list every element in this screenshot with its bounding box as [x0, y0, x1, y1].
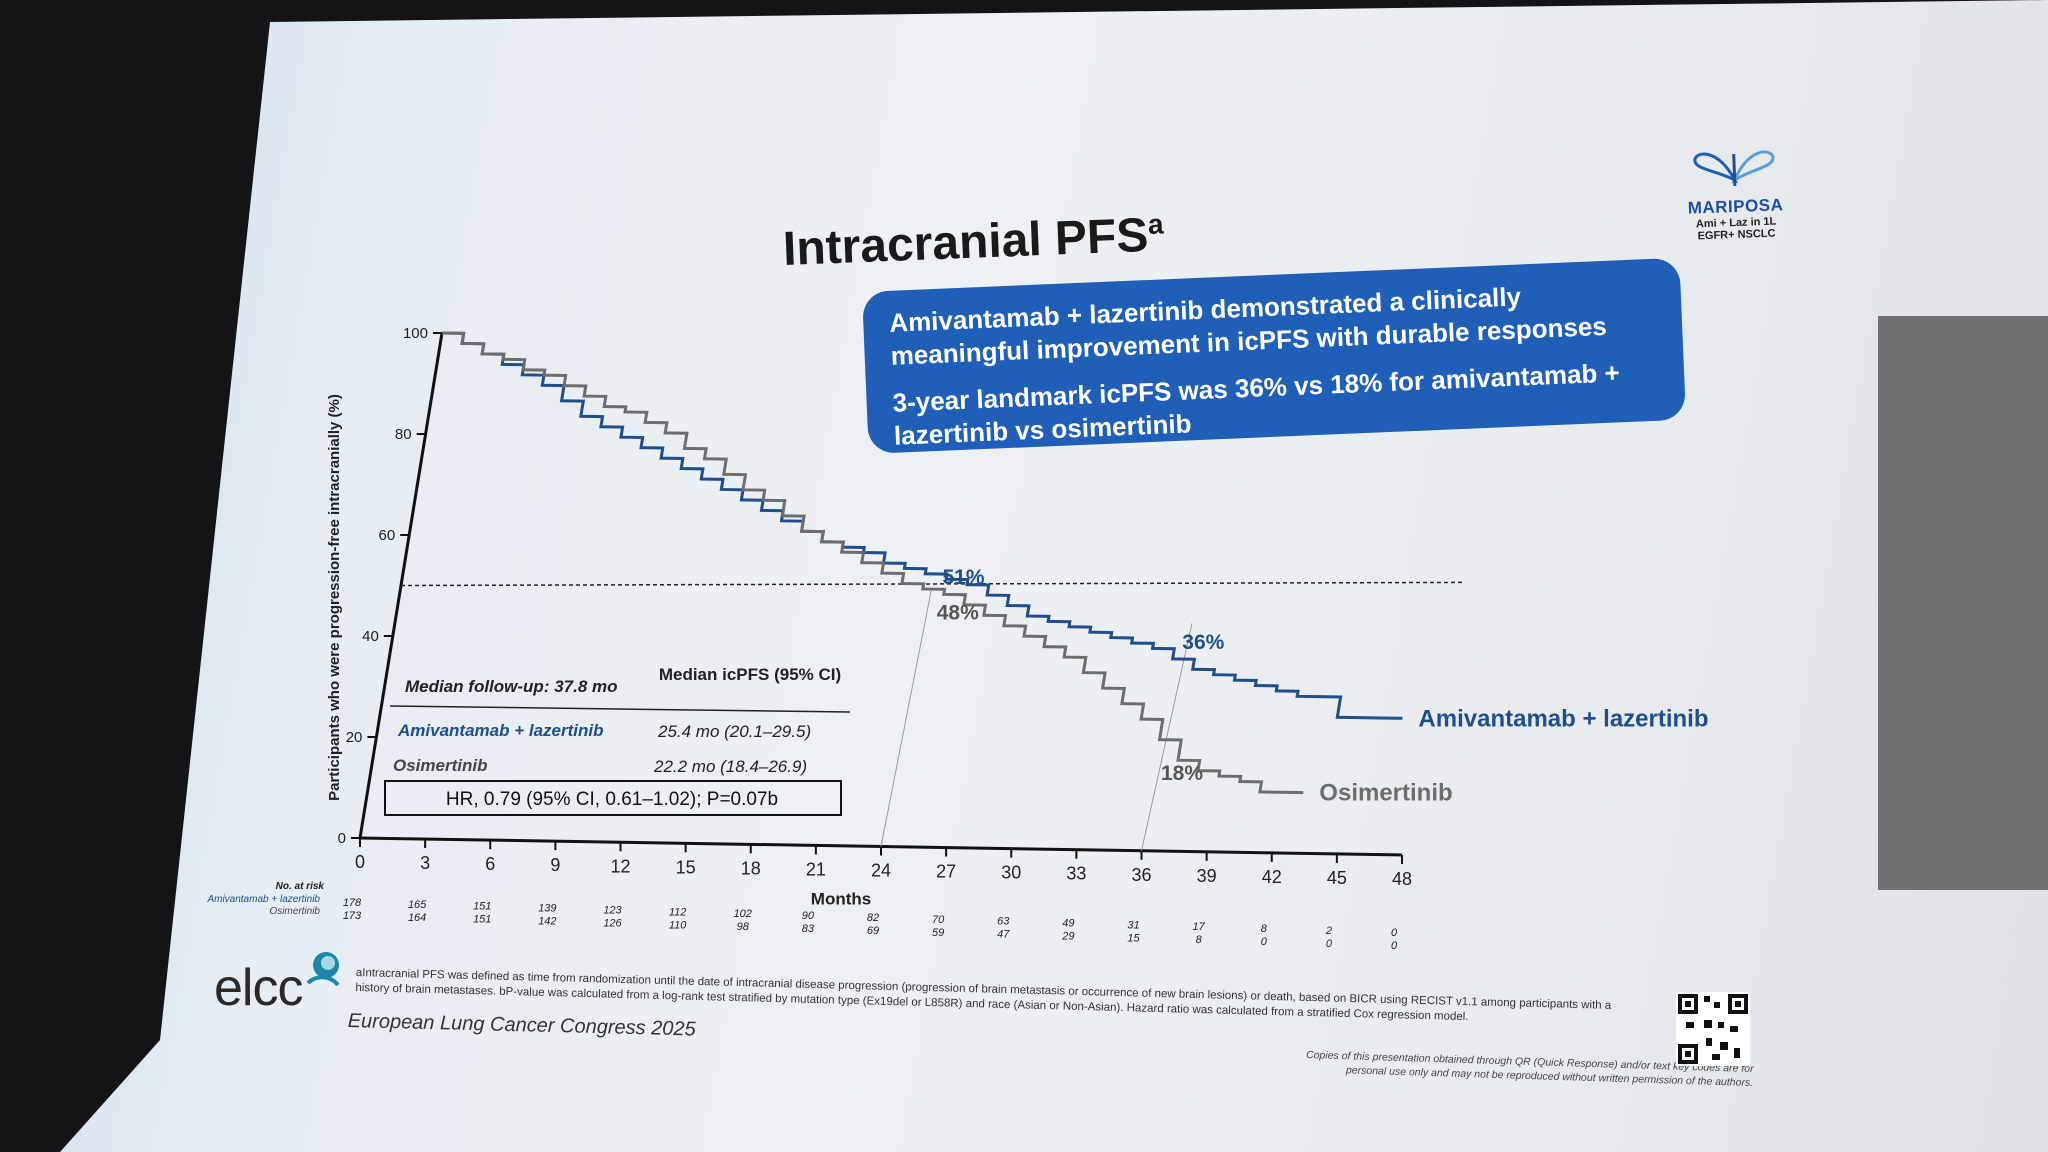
at-risk-value: 90 — [802, 910, 815, 922]
at-risk-value: 110 — [669, 919, 687, 931]
at-risk-value: 142 — [538, 916, 556, 928]
y-axis-label: Participants who were progression-free i… — [326, 394, 343, 801]
at-risk-value: 17 — [1193, 921, 1206, 933]
x-tick-label: 18 — [741, 858, 761, 878]
x-tick-label: 30 — [1001, 863, 1021, 883]
at-risk-value: 59 — [932, 927, 944, 939]
hr-box — [384, 780, 842, 816]
mariposa-logo: MARIPOSA Ami + Laz in 1L EGFR+ NSCLC — [1678, 138, 1791, 243]
hazard-ratio: HR, 0.79 (95% CI, 0.61–1.02); P=0.07b — [446, 789, 778, 810]
at-risk-value: 82 — [867, 912, 879, 924]
x-tick-label: 21 — [806, 859, 826, 879]
x-tick-label: 12 — [610, 856, 630, 876]
x-tick-label: 45 — [1327, 868, 1347, 888]
legend-divider — [389, 705, 851, 713]
qr-code[interactable] — [1676, 992, 1750, 1066]
series-label: Amivantamab + lazertinib — [1418, 705, 1708, 732]
y-tick-label: 80 — [395, 426, 412, 443]
legend-row-label: Osimertinib — [393, 756, 487, 775]
at-risk-value: 98 — [737, 921, 750, 933]
at-risk-value: 123 — [603, 904, 622, 916]
at-risk-value: 49 — [1062, 917, 1074, 929]
side-panel — [1878, 316, 2048, 890]
x-tick-label: 36 — [1131, 865, 1151, 885]
landmark-annotation: 51% — [942, 566, 984, 589]
at-risk-value: 29 — [1061, 930, 1074, 942]
x-tick-label: 3 — [420, 853, 430, 873]
y-tick-label: 100 — [403, 325, 428, 342]
series-label: Osimertinib — [1319, 780, 1452, 807]
landmark-line — [880, 588, 932, 847]
at-risk-value: 165 — [408, 899, 427, 911]
at-risk-value: 0 — [1391, 927, 1398, 939]
median-icpfs-header: Median icPFS (95% CI) — [659, 665, 841, 684]
x-tick-label: 6 — [485, 854, 495, 874]
x-tick-label: 0 — [355, 852, 365, 872]
legend-row-label: Amivantamab + lazertinib — [397, 721, 603, 740]
x-tick-label: 9 — [550, 855, 560, 875]
at-risk-value: 0 — [1326, 938, 1333, 950]
at-risk-value: 112 — [669, 906, 687, 918]
legend-row-value: 22.2 mo (18.4–26.9) — [653, 757, 807, 776]
at-risk-row-label: Osimertinib — [269, 906, 320, 917]
landmark-annotation: 18% — [1161, 762, 1203, 785]
x-tick-label: 24 — [871, 861, 891, 881]
x-tick-label: 48 — [1392, 869, 1412, 889]
elcc-logo: elcc — [214, 959, 303, 1017]
at-risk-title: No. at risk — [276, 881, 325, 892]
at-risk-value: 126 — [603, 917, 622, 929]
at-risk-value: 63 — [997, 916, 1010, 928]
at-risk-value: 47 — [997, 929, 1010, 941]
at-risk-value: 178 — [343, 897, 362, 909]
km-curve-osimertinib — [441, 331, 1304, 795]
at-risk-value: 8 — [1196, 934, 1203, 946]
y-tick-label: 60 — [379, 527, 396, 544]
x-axis-label: Months — [811, 890, 871, 909]
at-risk-value: 8 — [1261, 923, 1268, 935]
km-curve-amivantamab — [441, 331, 1403, 720]
median-followup: Median follow-up: 37.8 mo — [405, 677, 618, 696]
landmark-annotation: 48% — [937, 601, 979, 624]
at-risk-value: 69 — [867, 925, 879, 937]
x-tick-label: 15 — [676, 857, 696, 877]
at-risk-value: 173 — [343, 910, 362, 922]
at-risk-value: 0 — [1261, 936, 1268, 948]
y-tick-label: 0 — [338, 830, 346, 847]
x-tick-label: 27 — [936, 862, 956, 882]
elcc-swirl-icon — [306, 952, 340, 987]
at-risk-value: 151 — [473, 901, 491, 913]
at-risk-value: 0 — [1391, 940, 1398, 952]
x-tick-label: 42 — [1262, 867, 1282, 887]
butterfly-icon — [1693, 150, 1775, 187]
at-risk-value: 70 — [932, 914, 945, 926]
at-risk-value: 102 — [734, 908, 752, 920]
at-risk-value: 31 — [1127, 919, 1139, 931]
at-risk-value: 2 — [1325, 925, 1332, 937]
y-tick-label: 40 — [362, 628, 379, 645]
legend-row-value: 25.4 mo (20.1–29.5) — [657, 722, 811, 741]
y-tick-label: 20 — [346, 729, 363, 746]
at-risk-row-label: Amivantamab + lazertinib — [206, 894, 320, 905]
at-risk-value: 83 — [802, 923, 815, 935]
x-tick-label: 39 — [1197, 866, 1217, 886]
at-risk-value: 151 — [473, 914, 491, 926]
landmark-annotation: 36% — [1182, 631, 1224, 654]
median-reference-line — [400, 581, 1465, 587]
at-risk-value: 164 — [408, 912, 426, 924]
landmark-line — [1141, 623, 1193, 851]
at-risk-value: 139 — [538, 903, 556, 915]
at-risk-value: 15 — [1127, 932, 1140, 944]
x-tick-label: 33 — [1066, 864, 1086, 884]
